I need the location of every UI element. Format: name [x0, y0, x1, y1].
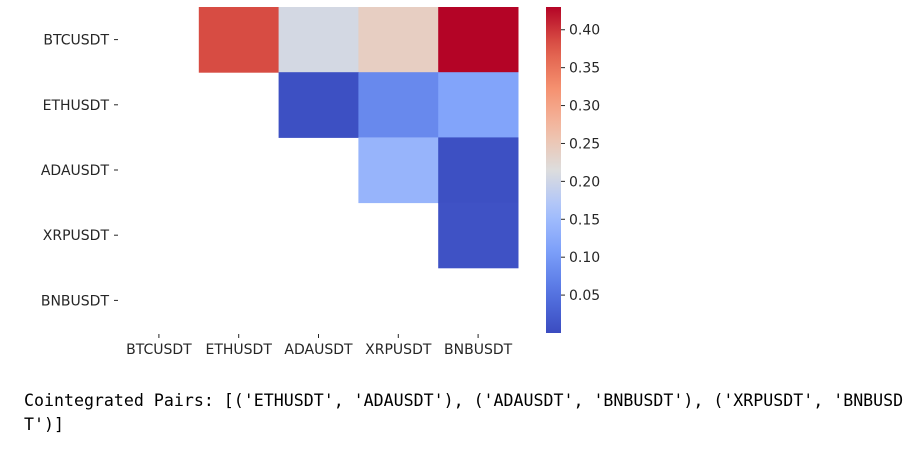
- x-tick-label: XRPUSDT: [365, 342, 432, 358]
- x-axis: BTCUSDT ETHUSDT ADAUSDT XRPUSDT BNBUSDT: [126, 334, 513, 358]
- heatmap-cell: [278, 7, 359, 73]
- colorbar-tick-label: 0.05: [569, 288, 600, 304]
- heatmap-cell: [198, 7, 280, 73]
- y-axis: BTCUSDT ETHUSDT ADAUSDT XRPUSDT BNBUSDT: [41, 33, 118, 309]
- y-tick-label: ETHUSDT: [43, 98, 110, 114]
- colorbar-gradient: [546, 7, 561, 333]
- cointegration-heatmap: BTCUSDT ETHUSDT ADAUSDT XRPUSDT BNBUSDT BTCU…: [41, 7, 600, 358]
- colorbar-tick-label: 0.20: [569, 174, 600, 190]
- heatmap-cell: [358, 72, 439, 138]
- colorbar-tick-label: 0.15: [569, 212, 600, 228]
- colorbar-tick-label: 0.35: [569, 61, 600, 77]
- x-tick-label: ADAUSDT: [284, 342, 353, 358]
- y-tick-label: ADAUSDT: [41, 163, 110, 179]
- heatmap-cell: [278, 72, 359, 138]
- x-tick-label: BNBUSDT: [444, 342, 513, 358]
- colorbar: 0.05 0.10 0.15 0.20 0.25 0.30 0.35 0.40: [546, 7, 600, 333]
- heatmap-cells: [198, 7, 519, 269]
- y-tick-label: XRPUSDT: [43, 228, 110, 244]
- heatmap-cell: [438, 137, 519, 204]
- colorbar-tick-label: 0.25: [569, 136, 600, 152]
- heatmap-cell: [358, 137, 439, 204]
- colorbar-tick-label: 0.10: [569, 250, 600, 266]
- x-tick-label: ETHUSDT: [206, 342, 273, 358]
- cointegrated-pairs-output: Cointegrated Pairs: [('ETHUSDT', 'ADAUSD…: [24, 391, 904, 434]
- y-tick-label: BTCUSDT: [43, 33, 109, 49]
- x-tick-label: BTCUSDT: [126, 342, 192, 358]
- y-tick-label: BNBUSDT: [41, 293, 110, 309]
- heatmap-cell: [438, 7, 519, 73]
- colorbar-tick-label: 0.30: [569, 99, 600, 115]
- heatmap-cell: [438, 202, 519, 269]
- colorbar-tick-label: 0.40: [569, 23, 600, 39]
- heatmap-cell: [438, 72, 519, 138]
- heatmap-cell: [358, 7, 439, 73]
